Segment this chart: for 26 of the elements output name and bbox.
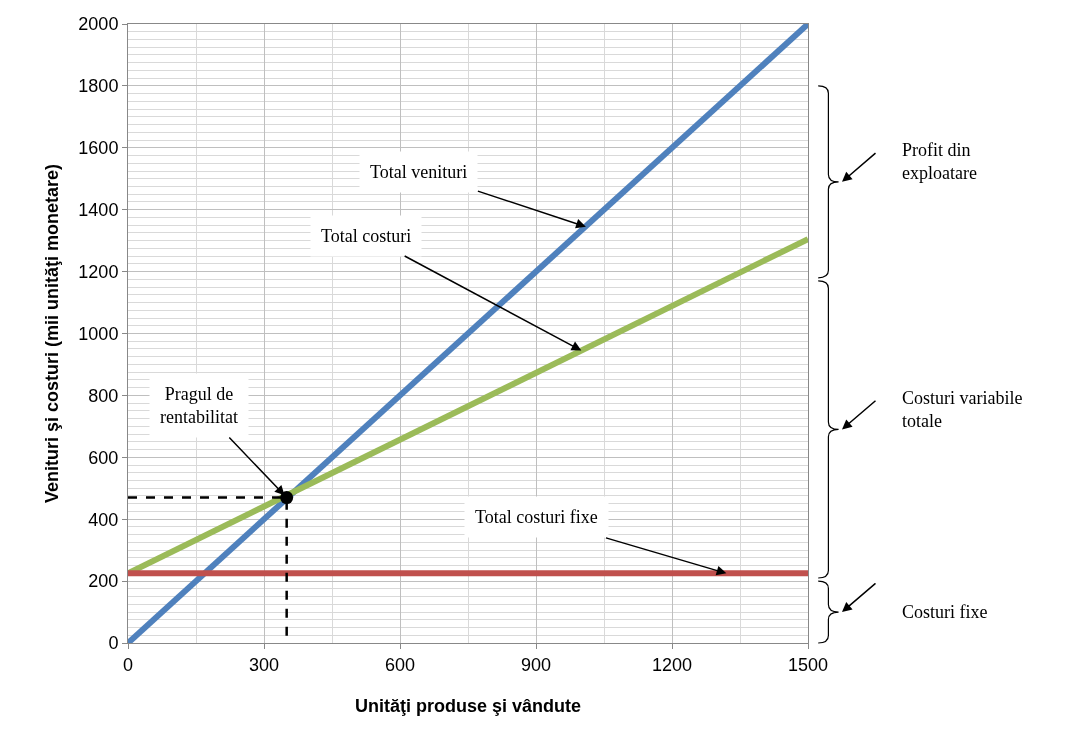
y-tick-label: 1000	[78, 323, 119, 344]
y-tick-label: 1800	[78, 76, 119, 97]
x-tick-label: 300	[248, 654, 280, 675]
annotation: Total venituri	[370, 162, 468, 182]
x-tick-label: 0	[122, 654, 134, 675]
y-axis-title: Venituri şi costuri (mii unităţi monetare)	[41, 163, 62, 504]
y-tick-label: 600	[88, 447, 119, 468]
y-tick-label: 1400	[78, 200, 119, 220]
y-tick-label: 800	[88, 385, 119, 406]
y-tick-label: 400	[88, 509, 119, 530]
text: Profit din exploatare	[902, 140, 977, 184]
annotation: Total costuri	[321, 226, 412, 246]
text: Costuri fixe	[902, 602, 988, 622]
text: Costuri variabile totale	[902, 388, 1023, 432]
x-tick-label: 600	[384, 654, 416, 675]
y-tick-label: 200	[88, 571, 119, 592]
x-tick-label: 1500	[787, 654, 829, 675]
x-axis-title: Unităţi produse şi vândute	[354, 695, 582, 716]
x-tick-label: 900	[520, 654, 552, 675]
x-tick-label: 1200	[651, 654, 693, 675]
annotation: Pragul de rentabilitat	[160, 384, 238, 428]
y-tick-label: 2000	[78, 14, 119, 35]
annotation: Total costuri fixe	[475, 507, 598, 527]
y-tick-label: 1200	[78, 261, 119, 282]
y-tick-label: 0	[108, 633, 119, 654]
y-tick-label: 1600	[78, 138, 119, 159]
